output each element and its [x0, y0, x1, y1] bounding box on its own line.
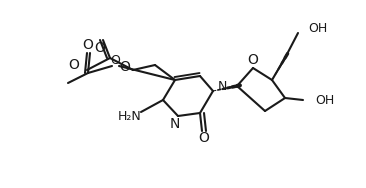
Text: O: O: [199, 131, 209, 145]
Text: O: O: [83, 38, 93, 52]
Text: O: O: [68, 58, 79, 72]
Text: O: O: [110, 55, 120, 67]
Text: OH: OH: [315, 93, 334, 106]
Text: OH: OH: [308, 21, 327, 35]
Text: N: N: [218, 80, 227, 92]
Text: H₂N: H₂N: [118, 111, 142, 124]
Text: O: O: [247, 53, 258, 67]
Text: O: O: [94, 41, 105, 55]
Text: O: O: [120, 60, 130, 74]
Text: N: N: [170, 117, 180, 131]
